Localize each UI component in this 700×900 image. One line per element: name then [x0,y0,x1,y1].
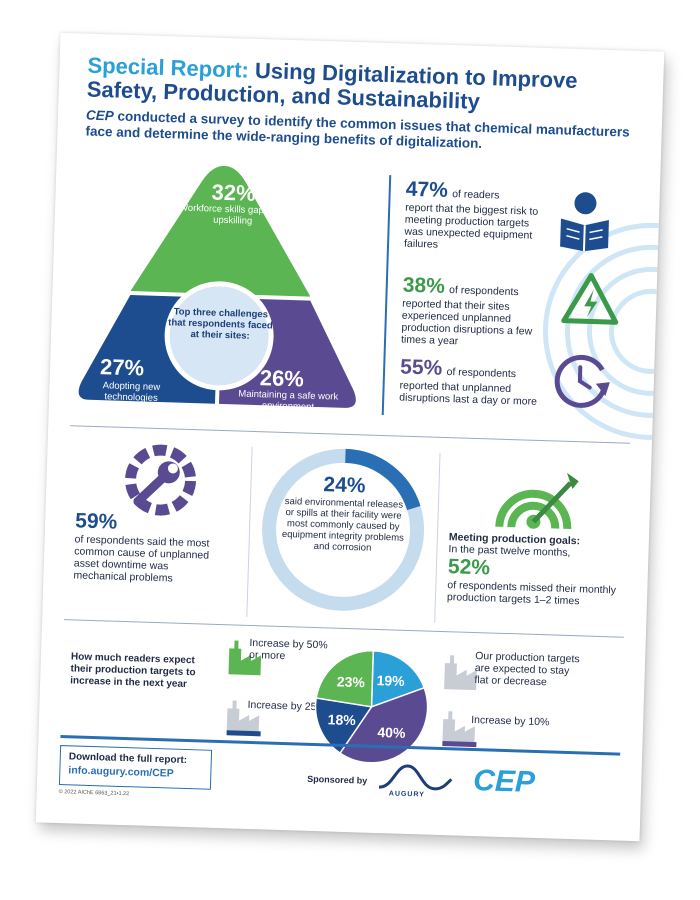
stat-59: 59% of respondents said the most common … [73,509,210,585]
pie-slice-3 [315,650,375,708]
challenges-center-text: Top three challenges that respondents fa… [168,306,273,342]
stat-47: 47% of readers report that the biggest r… [403,177,539,251]
triangle-top-segment [130,165,311,297]
factory-icon-green [228,640,262,676]
pie-label-3: 23% [337,673,366,690]
sponsored-by: Sponsored by [307,773,368,786]
concentric-rings-decoration [542,222,660,440]
pie-label-0: 19% [376,672,405,689]
reading-person-icon [560,192,609,252]
gear-wrench-icon [125,444,197,516]
stat-38: 38% of respondents reported that their s… [400,273,533,348]
pie-slice-0 [370,650,426,708]
stat-24: 24% said environmental releases or spill… [281,473,405,554]
column-divider-right [434,452,441,623]
augury-logo-text: AUGURY [388,790,425,799]
augury-logo-wave [378,764,453,791]
challenges-triangle [78,165,356,408]
factory-icon-blue [444,655,477,691]
report-page: Special Report: Using Digitalization to … [35,32,665,842]
target-icon [495,472,579,529]
section-divider-2 [64,619,624,638]
pie-slice-2 [314,697,373,755]
stat-55: 55% of respondents reported that unplann… [399,355,538,408]
pie-label-2: 18% [327,711,356,728]
stat-52: Meeting production goals: In the past tw… [446,531,617,608]
warning-bolt-icon [561,272,619,325]
challenge-left-pct: 27% [99,354,145,381]
factory-icon-navy [226,700,261,737]
environmental-ring [262,448,425,611]
download-box: Download the full report: info.augury.co… [58,745,213,790]
factory-icon-purple [442,711,477,748]
legend-flat-decrease: Our production targets are expected to s… [474,650,580,689]
copyright: © 2022 AIChE 6863_21•1.22 [58,789,130,798]
column-divider [381,175,392,416]
cep-logo: CEP [472,764,536,799]
challenge-left-label: Adopting new technologies [102,380,161,404]
expectations-pie: 19% 40% 18% 23% [314,650,429,764]
challenge-top-label: Workforce skills gaps and upskilling [178,202,288,227]
expectations-question: How much readers expect their production… [70,651,196,690]
clock-icon [554,354,610,408]
column-divider-left [246,446,253,617]
triangle-center-circle [164,281,274,391]
legend-increase-10: Increase by 10% [470,713,550,729]
pie-label-1: 40% [377,724,406,741]
challenge-right-label: Maintaining a safe work environment [238,388,339,413]
